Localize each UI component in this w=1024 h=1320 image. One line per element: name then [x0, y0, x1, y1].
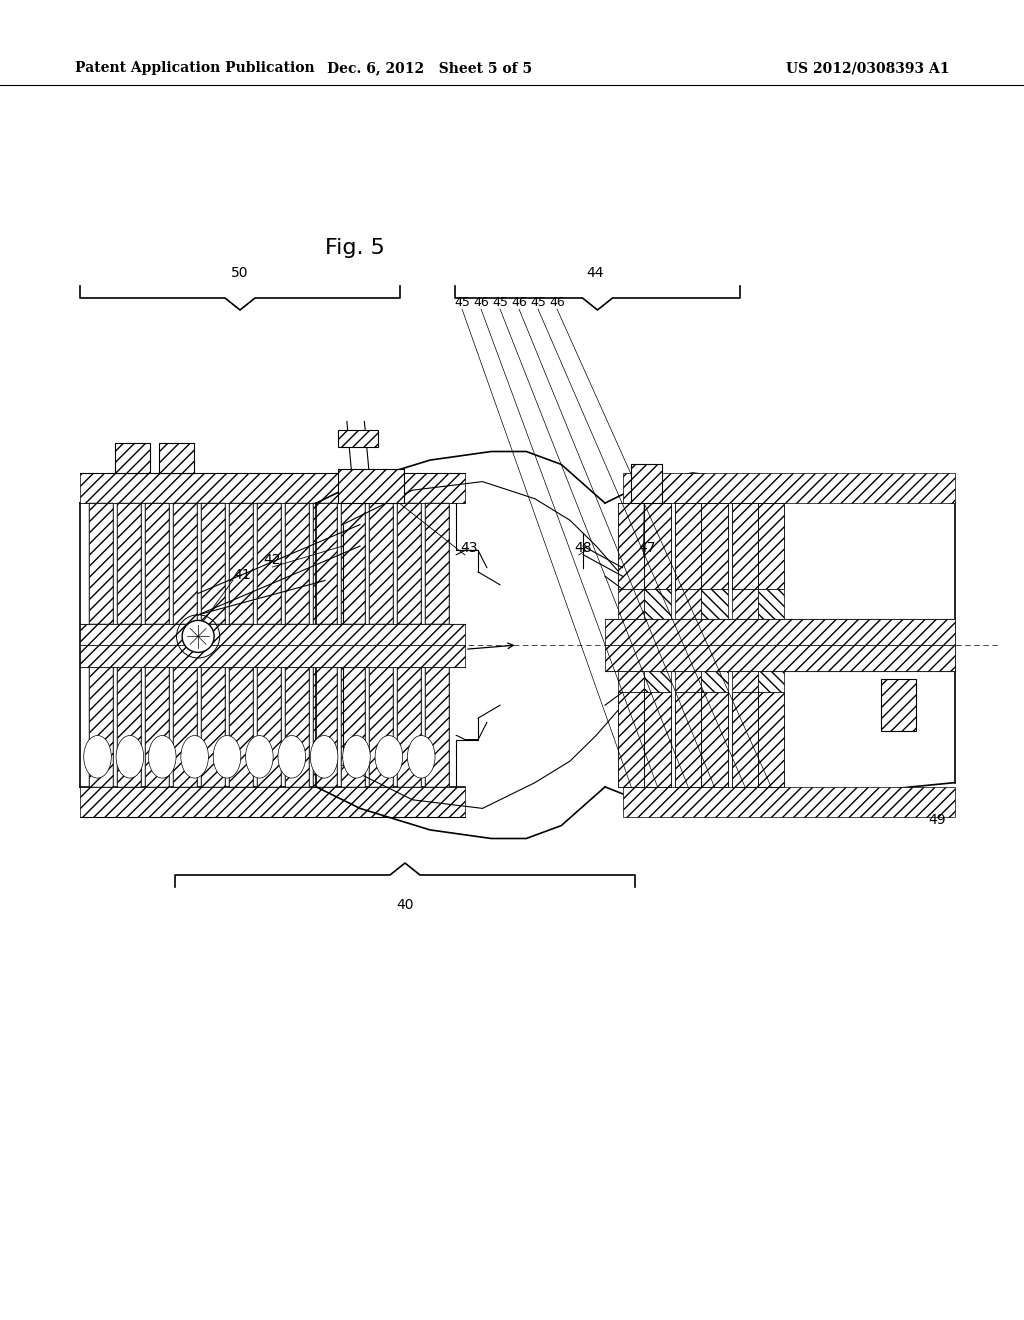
Bar	[89, 503, 114, 623]
Bar	[675, 503, 701, 589]
Ellipse shape	[148, 735, 176, 777]
Text: 49: 49	[929, 813, 946, 828]
Text: 46: 46	[473, 297, 488, 309]
Bar	[701, 589, 727, 692]
Ellipse shape	[310, 735, 338, 777]
Bar	[758, 589, 784, 692]
Bar	[618, 589, 644, 692]
Text: US 2012/0308393 A1: US 2012/0308393 A1	[786, 61, 950, 75]
Bar	[758, 692, 784, 787]
Bar	[338, 469, 403, 503]
Text: Fig. 5: Fig. 5	[325, 238, 385, 257]
Bar	[675, 692, 701, 787]
Bar	[341, 503, 366, 623]
Bar	[228, 667, 253, 787]
Bar	[80, 787, 465, 817]
Bar	[732, 503, 758, 589]
Bar	[618, 692, 644, 787]
Bar	[341, 667, 366, 787]
Text: 41: 41	[233, 568, 251, 582]
Bar	[173, 667, 198, 787]
Text: 48: 48	[574, 541, 592, 554]
Bar	[396, 503, 421, 623]
Ellipse shape	[408, 735, 435, 777]
Bar	[758, 503, 784, 589]
Bar	[173, 503, 198, 623]
Text: Patent Application Publication: Patent Application Publication	[75, 61, 314, 75]
Bar	[285, 667, 309, 787]
Bar	[425, 667, 450, 787]
Bar	[618, 503, 644, 589]
Bar	[605, 619, 955, 645]
Bar	[631, 465, 662, 503]
Bar	[675, 589, 701, 692]
Bar	[425, 503, 450, 623]
Ellipse shape	[343, 735, 371, 777]
Bar	[159, 444, 194, 473]
Bar	[89, 667, 114, 787]
Bar	[644, 692, 671, 787]
Text: 47: 47	[638, 541, 655, 554]
Ellipse shape	[116, 735, 143, 777]
Bar	[228, 503, 253, 623]
Bar	[257, 503, 282, 623]
Ellipse shape	[84, 735, 112, 777]
Circle shape	[182, 620, 214, 652]
Ellipse shape	[213, 735, 241, 777]
Bar	[80, 645, 465, 667]
Bar	[117, 503, 141, 623]
Bar	[369, 667, 393, 787]
Text: 46: 46	[549, 297, 565, 309]
Bar	[80, 623, 465, 645]
Bar	[701, 503, 727, 589]
Bar	[396, 667, 421, 787]
Bar	[312, 503, 337, 623]
Text: 45: 45	[454, 297, 470, 309]
Bar	[732, 589, 758, 692]
Ellipse shape	[375, 735, 402, 777]
Ellipse shape	[246, 735, 273, 777]
Text: Dec. 6, 2012   Sheet 5 of 5: Dec. 6, 2012 Sheet 5 of 5	[328, 61, 532, 75]
Bar	[623, 473, 955, 503]
Bar	[312, 667, 337, 787]
Text: 46: 46	[511, 297, 527, 309]
Bar	[701, 692, 727, 787]
Bar	[257, 667, 282, 787]
Bar	[369, 503, 393, 623]
Bar	[144, 667, 169, 787]
Bar	[285, 503, 309, 623]
Bar	[605, 645, 955, 671]
Bar	[881, 680, 915, 731]
Ellipse shape	[181, 735, 209, 777]
Text: 42: 42	[264, 553, 282, 568]
Bar	[644, 503, 671, 589]
Text: 43: 43	[461, 541, 478, 554]
Bar	[338, 430, 378, 447]
Bar	[201, 667, 225, 787]
Bar	[623, 787, 955, 817]
Bar	[732, 692, 758, 787]
Text: 45: 45	[493, 297, 508, 309]
Ellipse shape	[278, 735, 305, 777]
Bar	[115, 444, 150, 473]
Bar	[144, 503, 169, 623]
Bar	[80, 473, 465, 503]
Text: 45: 45	[530, 297, 546, 309]
Bar	[201, 503, 225, 623]
Text: 50: 50	[231, 267, 249, 280]
Bar	[644, 589, 671, 692]
Text: 40: 40	[396, 898, 414, 912]
Bar	[117, 667, 141, 787]
Text: 44: 44	[587, 267, 604, 280]
